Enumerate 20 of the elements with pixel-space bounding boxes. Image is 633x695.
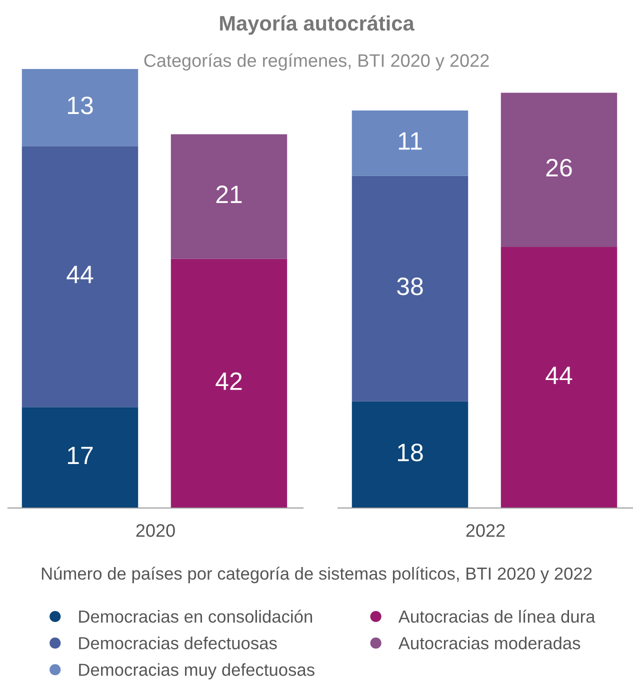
data-label: 13 bbox=[68, 96, 93, 114]
data-label: 11 bbox=[398, 132, 422, 150]
data-label: 21 bbox=[216, 186, 242, 204]
data-label: 38 bbox=[397, 278, 423, 296]
legend-label: Democracias muy defectuosas bbox=[79, 663, 314, 680]
x-axis-title: 2022 bbox=[466, 524, 505, 537]
data-label: 42 bbox=[216, 372, 242, 390]
data-label: 44 bbox=[66, 266, 94, 284]
text: Categorías de regímenes, BTI 2020 y 2022 bbox=[144, 53, 489, 71]
chart-title: Mayoría autocrática bbox=[220, 15, 414, 35]
legend-label: Democracias defectuosas bbox=[79, 636, 277, 650]
data-label: 44 bbox=[546, 366, 572, 384]
legend-label: Democracias en consolidación bbox=[79, 610, 312, 623]
legend-label: Autocracias moderadas bbox=[398, 636, 580, 650]
text: Número de países por categoría de sistemas políticos, BTI 2020 y 2022 bbox=[42, 566, 592, 584]
x-axis-title: 2020 bbox=[136, 524, 175, 537]
data-label: 17 bbox=[68, 446, 93, 464]
legend-label: Autocracias de línea dura bbox=[398, 610, 596, 623]
data-label: 26 bbox=[546, 158, 572, 177]
data-label: 18 bbox=[398, 444, 423, 462]
